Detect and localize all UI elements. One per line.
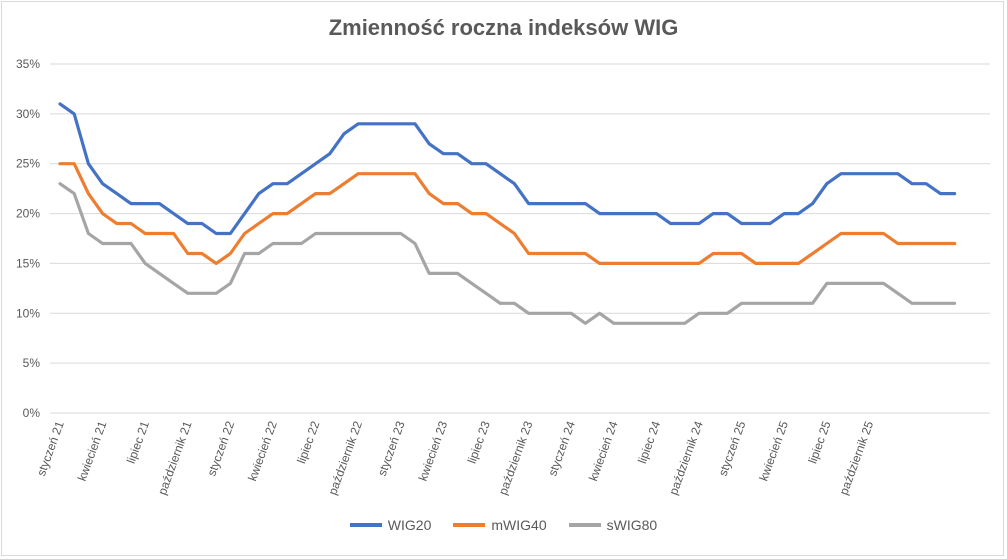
series-line-wig20	[58, 102, 957, 236]
legend-label-swig80: sWIG80	[606, 517, 658, 533]
series-line-mwig40	[58, 162, 957, 265]
x-tick-label-1: kwiecień 21	[75, 419, 110, 483]
y-tick-label-3: 15%	[16, 256, 40, 270]
x-tick-label-3: październik 21	[155, 419, 195, 497]
legend: WIG20 mWIG40 sWIG80	[0, 517, 1007, 533]
y-tick-label-1: 5%	[23, 356, 41, 370]
x-tick-label-9: kwiecień 23	[416, 419, 451, 483]
x-tick-label-11: październik 23	[496, 419, 536, 497]
y-tick-label-6: 30%	[16, 107, 40, 121]
legend-swatch-mwig40	[453, 523, 486, 527]
legend-label-wig20: WIG20	[387, 517, 432, 533]
x-tick-label-15: październik 24	[666, 419, 706, 497]
legend-item-mwig40: mWIG40	[453, 517, 547, 533]
x-tick-label-17: kwiecień 25	[756, 419, 791, 483]
x-tick-label-0: styczeń 21	[34, 419, 67, 478]
y-tick-label-5: 25%	[16, 157, 40, 171]
y-tick-label-2: 10%	[16, 306, 40, 320]
x-tick-label-10: lipiec 23	[465, 419, 493, 465]
legend-label-mwig40: mWIG40	[491, 517, 547, 533]
legend-item-wig20: WIG20	[349, 517, 432, 533]
x-tick-label-12: styczeń 24	[545, 419, 578, 478]
x-tick-label-18: lipiec 25	[805, 419, 833, 465]
legend-swatch-wig20	[349, 523, 382, 527]
x-tick-label-7: październik 22	[325, 419, 365, 497]
x-tick-label-6: lipiec 22	[294, 419, 322, 465]
x-tick-label-13: kwiecień 24	[586, 419, 621, 483]
x-tick-label-16: styczeń 25	[716, 419, 749, 478]
x-tick-label-14: lipiec 24	[635, 419, 663, 465]
x-tick-label-5: kwiecień 22	[245, 419, 280, 483]
series-line-swig80	[58, 182, 957, 325]
legend-swatch-swig80	[568, 523, 601, 527]
x-tick-label-2: lipiec 21	[124, 419, 152, 465]
x-tick-label-4: styczeń 22	[204, 419, 237, 478]
y-tick-label-7: 35%	[16, 57, 40, 71]
y-tick-label-0: 0%	[23, 406, 41, 420]
x-tick-label-8: styczeń 23	[375, 419, 408, 478]
x-tick-label-19: październik 25	[837, 419, 877, 497]
legend-item-swig80: sWIG80	[568, 517, 658, 533]
y-tick-label-4: 20%	[16, 207, 40, 221]
chart-title: Zmienność roczna indeksów WIG	[328, 15, 679, 40]
